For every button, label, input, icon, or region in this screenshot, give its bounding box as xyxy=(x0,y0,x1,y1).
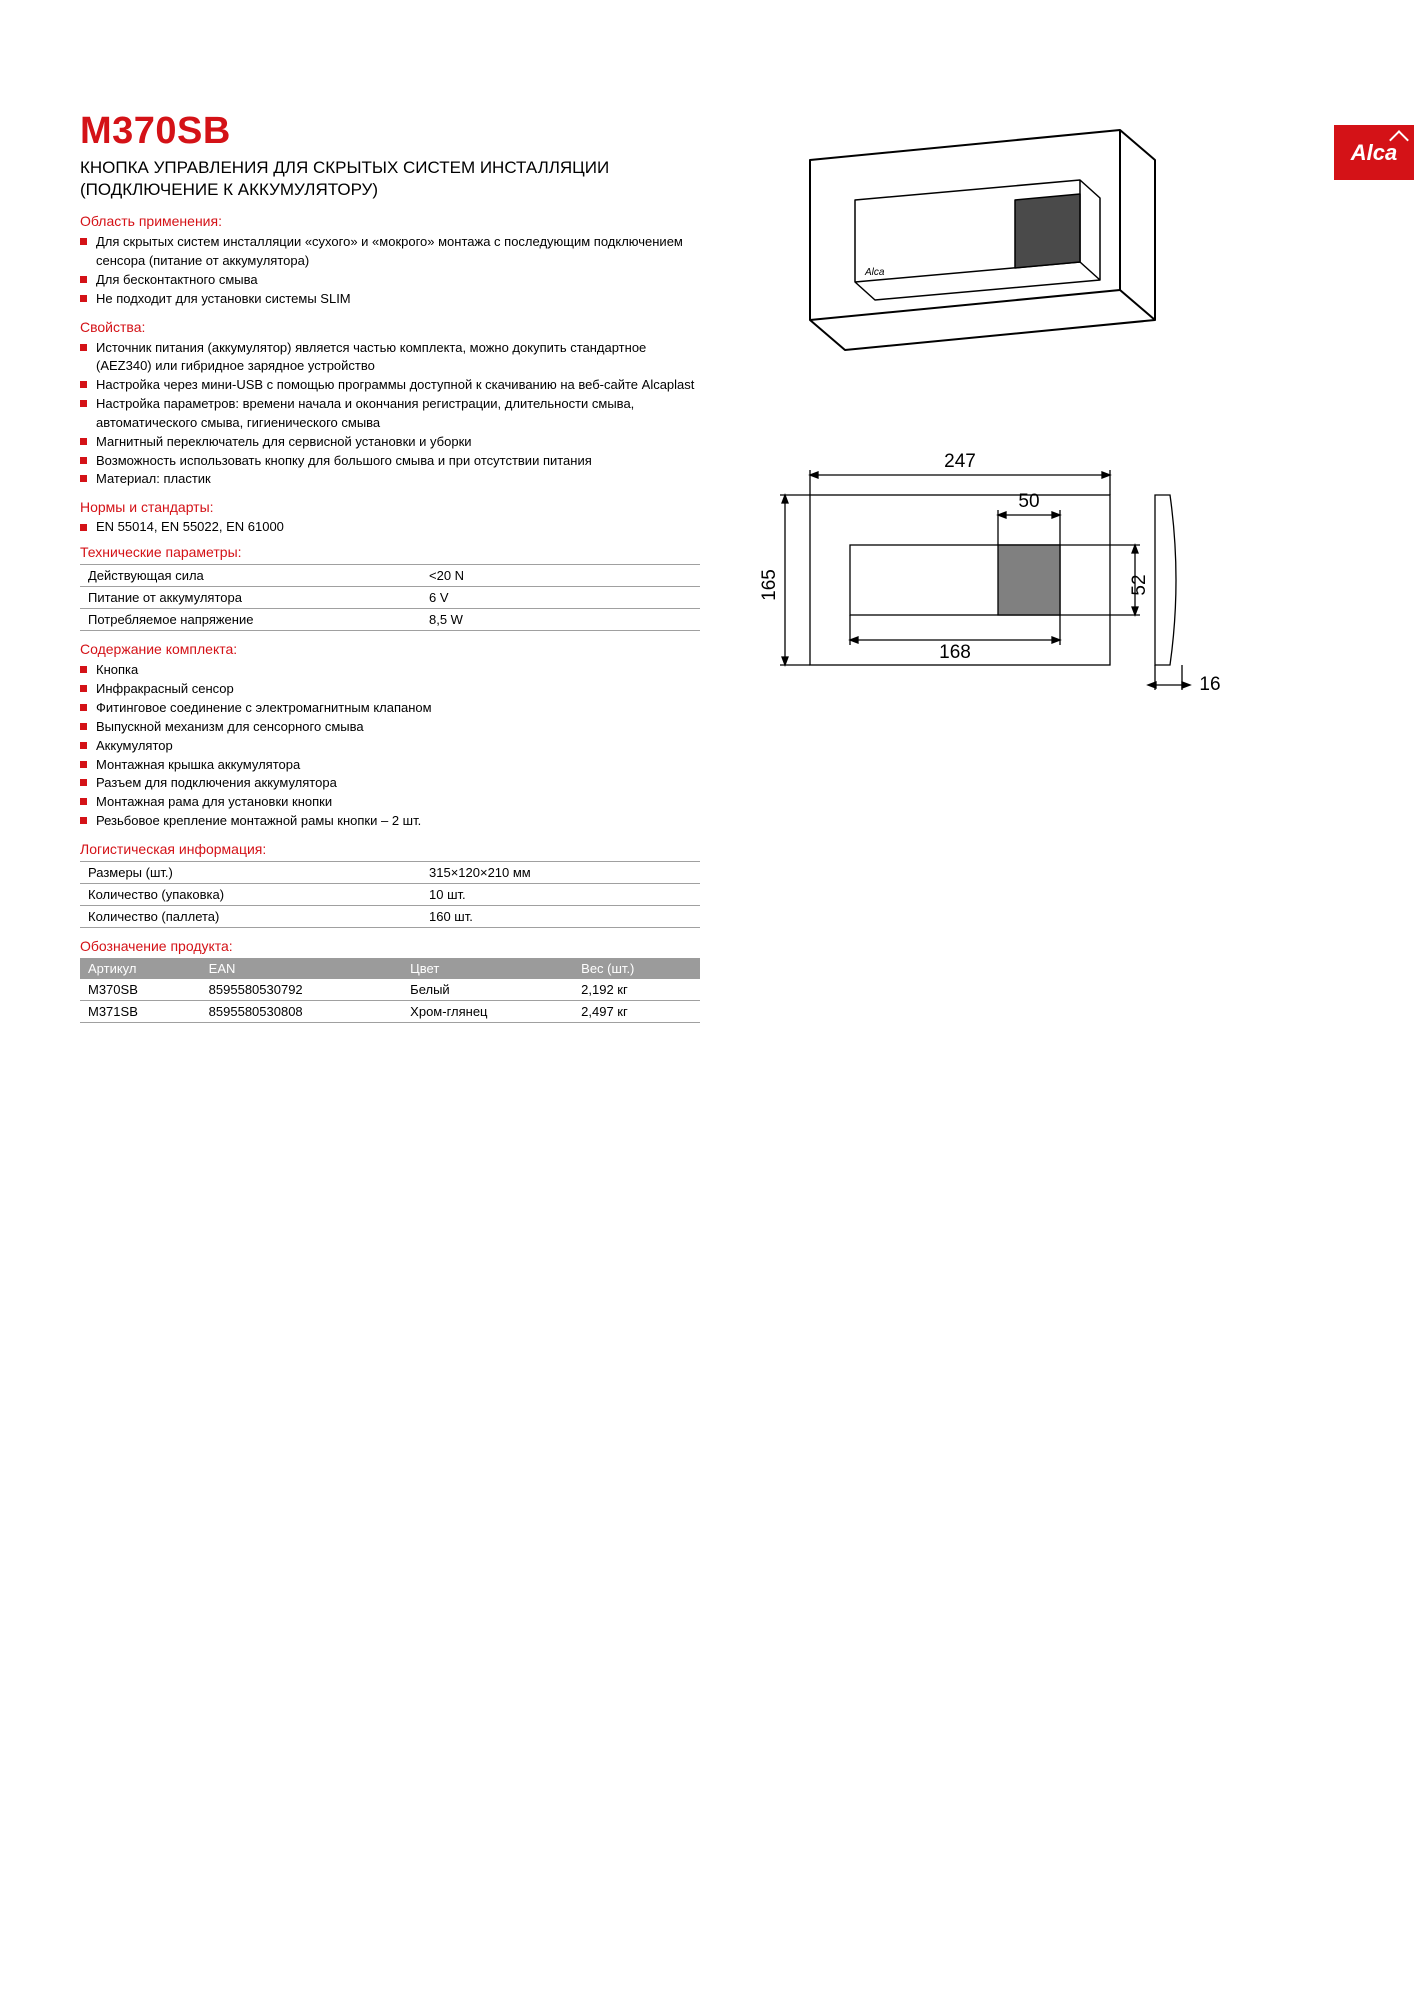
list-item: Магнитный переключатель для сервисной ус… xyxy=(80,433,700,452)
list-item: Монтажная рама для установки кнопки xyxy=(80,793,700,812)
section-contents-head: Содержание комплекта: xyxy=(80,641,700,657)
table-header-row: АртикулEANЦветВес (шт.) xyxy=(80,958,700,979)
list-item: Возможность использовать кнопку для боль… xyxy=(80,452,700,471)
tech-table: Действующая сила<20 NПитание от аккумуля… xyxy=(80,564,700,631)
brand-text: Alca xyxy=(1351,140,1397,166)
dim-height: 165 xyxy=(759,569,780,601)
list-item: Инфракрасный сенсор xyxy=(80,680,700,699)
dim-button-w: 168 xyxy=(939,642,971,663)
table-row: Размеры (шт.)315×120×210 мм xyxy=(80,861,700,883)
list-item: Разъем для подключения аккумулятора xyxy=(80,774,700,793)
product-code: M370SB xyxy=(80,110,700,153)
isometric-drawing: Alca xyxy=(760,120,1300,375)
section-application-head: Область применения: xyxy=(80,213,700,229)
table-row: Питание от аккумулятора6 V xyxy=(80,587,700,609)
product-table: АртикулEANЦветВес (шт.)M370SB85955805307… xyxy=(80,958,700,1023)
list-item: Не подходит для установки системы SLIM xyxy=(80,290,700,309)
section-product-head: Обозначение продукта: xyxy=(80,938,700,954)
page-content: M370SB КНОПКА УПРАВЛЕНИЯ ДЛЯ СКРЫТЫХ СИС… xyxy=(0,0,1414,1023)
table-row: M371SB8595580530808Хром-глянец2,497 кг xyxy=(80,1000,700,1022)
section-properties-head: Свойства: xyxy=(80,319,700,335)
contents-list: КнопкаИнфракрасный сенсорФитинговое соед… xyxy=(80,661,700,831)
table-row: Количество (паллета)160 шт. xyxy=(80,905,700,927)
section-logistics-head: Логистическая информация: xyxy=(80,841,700,857)
dim-sensor-h: 52 xyxy=(1129,574,1150,595)
left-column: M370SB КНОПКА УПРАВЛЕНИЯ ДЛЯ СКРЫТЫХ СИС… xyxy=(80,110,700,1023)
standards-text: EN 55014, EN 55022, EN 61000 xyxy=(80,519,700,534)
list-item: Монтажная крышка аккумулятора xyxy=(80,756,700,775)
svg-text:Alca: Alca xyxy=(864,267,885,278)
table-row: Действующая сила<20 N xyxy=(80,565,700,587)
brand-logo: Alca xyxy=(1334,125,1414,180)
table-row: Потребляемое напряжение8,5 W xyxy=(80,609,700,631)
list-item: Для бесконтактного смыва xyxy=(80,271,700,290)
logistics-table: Размеры (шт.)315×120×210 ммКоличество (у… xyxy=(80,861,700,928)
list-item: Настройка параметров: времени начала и о… xyxy=(80,395,700,433)
list-item: Кнопка xyxy=(80,661,700,680)
list-item: Выпускной механизм для сенсорного смыва xyxy=(80,718,700,737)
product-subtitle: КНОПКА УПРАВЛЕНИЯ ДЛЯ СКРЫТЫХ СИСТЕМ ИНС… xyxy=(80,157,700,201)
application-list: Для скрытых систем инсталляции «сухого» … xyxy=(80,233,700,308)
list-item: Фитинговое соединение с электромагнитным… xyxy=(80,699,700,718)
right-column: Alca xyxy=(740,110,1300,1023)
dim-width: 247 xyxy=(944,451,976,472)
dim-sensor-w: 50 xyxy=(1018,491,1039,512)
list-item: Настройка через мини-USB с помощью прогр… xyxy=(80,376,700,395)
section-tech-head: Технические параметры: xyxy=(80,544,700,560)
list-item: Аккумулятор xyxy=(80,737,700,756)
section-standards-head: Нормы и стандарты: xyxy=(80,499,700,515)
list-item: Резьбовое крепление монтажной рамы кнопк… xyxy=(80,812,700,831)
list-item: Материал: пластик xyxy=(80,470,700,489)
properties-list: Источник питания (аккумулятор) является … xyxy=(80,339,700,490)
list-item: Для скрытых систем инсталляции «сухого» … xyxy=(80,233,700,271)
dim-depth: 16 xyxy=(1199,674,1220,695)
table-row: Количество (упаковка)10 шт. xyxy=(80,883,700,905)
table-row: M370SB8595580530792Белый2,192 кг xyxy=(80,979,700,1001)
dimension-drawing: 247 50 165 52 168 16 xyxy=(740,445,1300,710)
list-item: Источник питания (аккумулятор) является … xyxy=(80,339,700,377)
